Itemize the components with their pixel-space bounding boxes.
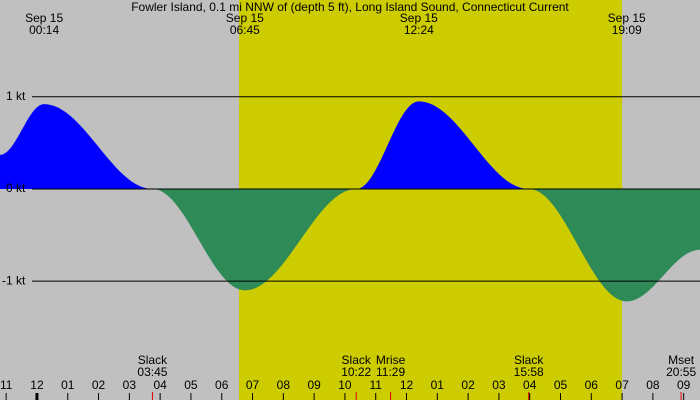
x-tick-label: 11 — [0, 378, 13, 392]
x-tick-label: 01 — [61, 378, 75, 392]
x-tick-label: 05 — [554, 378, 568, 392]
x-tick-label: 05 — [184, 378, 198, 392]
event-label: Slack — [138, 353, 168, 367]
ebb-area — [152, 188, 700, 302]
peak-time: 00:14 — [29, 23, 59, 37]
flood-area — [0, 101, 700, 189]
x-tick-label: 08 — [646, 378, 660, 392]
peak-time: 12:24 — [404, 23, 434, 37]
x-tick-label: 08 — [277, 378, 291, 392]
peak-date: Sep 15 — [400, 11, 438, 25]
x-tick-label: 09 — [307, 378, 321, 392]
y-tick-label: 0 kt — [6, 181, 26, 195]
x-tick-label: 09 — [677, 378, 691, 392]
peak-date: Sep 15 — [25, 11, 63, 25]
y-tick-label: 1 kt — [6, 89, 26, 103]
x-tick-label: 06 — [585, 378, 599, 392]
event-label: Slack — [514, 353, 544, 367]
event-label: Mset — [668, 353, 695, 367]
x-tick-label: 04 — [523, 378, 537, 392]
x-tick-label: 06 — [215, 378, 229, 392]
x-tick-label: 04 — [153, 378, 167, 392]
event-label: Mrise — [376, 353, 406, 367]
peak-date: Sep 15 — [226, 11, 264, 25]
peak-time: 19:09 — [612, 23, 642, 37]
x-tick-label: 12 — [400, 378, 414, 392]
x-tick-label: 03 — [492, 378, 506, 392]
peak-time: 06:45 — [230, 23, 260, 37]
event-time: 15:58 — [514, 365, 544, 379]
x-tick-label: 03 — [123, 378, 137, 392]
event-time: 11:29 — [376, 365, 405, 379]
event-time: 20:55 — [666, 365, 696, 379]
x-tick-label: 07 — [615, 378, 629, 392]
event-time: 03:45 — [137, 365, 167, 379]
x-tick-label: 02 — [461, 378, 475, 392]
y-tick-label: -1 kt — [2, 273, 26, 287]
x-tick-label: 02 — [92, 378, 106, 392]
peak-date: Sep 15 — [608, 11, 646, 25]
x-tick-label: 01 — [431, 378, 445, 392]
x-tick-label: 11 — [369, 378, 382, 392]
x-tick-label: 07 — [246, 378, 260, 392]
event-time: 10:22 — [341, 365, 371, 379]
chart-title: Fowler Island, 0.1 mi NNW of (depth 5 ft… — [131, 0, 569, 14]
event-label: Slack — [342, 353, 372, 367]
x-tick-label: 12 — [30, 378, 44, 392]
x-tick-label: 10 — [338, 378, 352, 392]
